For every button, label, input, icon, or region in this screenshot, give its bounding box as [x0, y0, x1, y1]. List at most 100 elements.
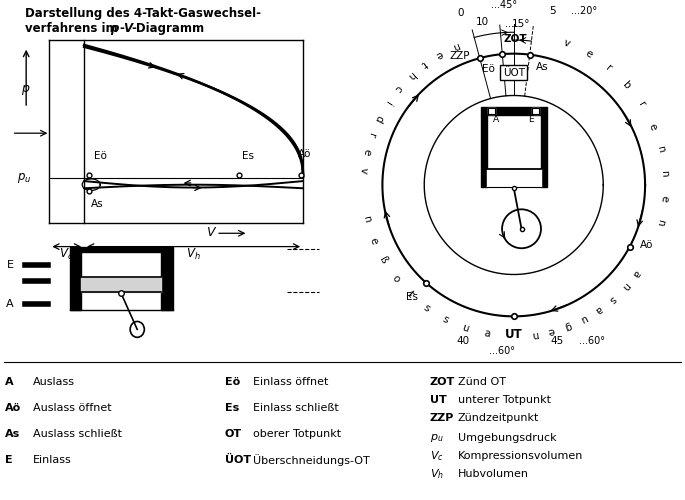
- Text: u: u: [461, 322, 471, 334]
- Text: $V_h$: $V_h$: [186, 246, 201, 262]
- Text: d: d: [373, 113, 384, 124]
- Text: $p$: $p$: [21, 83, 31, 97]
- Text: $V_c$: $V_c$: [59, 246, 74, 262]
- Text: As: As: [5, 429, 21, 439]
- Text: ...20°: ...20°: [571, 6, 597, 16]
- Text: e: e: [659, 195, 669, 202]
- Text: Überschneidungs-OT: Überschneidungs-OT: [253, 454, 370, 466]
- Text: e: e: [368, 236, 379, 246]
- Text: Es: Es: [242, 151, 254, 161]
- Text: 15°: 15°: [512, 20, 531, 30]
- Text: ...45°: ...45°: [491, 0, 517, 10]
- Text: e: e: [647, 122, 658, 132]
- Text: e: e: [584, 48, 594, 60]
- Text: ÜOT: ÜOT: [503, 68, 525, 78]
- Text: -: -: [119, 22, 125, 36]
- Text: Auslass: Auslass: [33, 377, 75, 387]
- Text: s: s: [441, 314, 450, 325]
- Text: Einlass öffnet: Einlass öffnet: [253, 377, 328, 387]
- Text: ZOT: ZOT: [430, 377, 456, 387]
- Text: o: o: [389, 272, 401, 284]
- Text: e: e: [434, 48, 445, 60]
- Text: ...: ...: [506, 20, 514, 30]
- Text: ÜOT: ÜOT: [225, 455, 251, 465]
- Text: 5: 5: [549, 6, 556, 16]
- Text: n: n: [362, 216, 373, 224]
- Text: A: A: [5, 377, 14, 387]
- Text: c: c: [393, 83, 403, 94]
- Text: E: E: [528, 116, 534, 124]
- Text: Darstellung des 4-Takt-Gaswechsel-: Darstellung des 4-Takt-Gaswechsel-: [25, 7, 260, 20]
- Text: v: v: [562, 38, 571, 50]
- Text: Eö: Eö: [225, 377, 240, 387]
- Text: Eö: Eö: [482, 64, 495, 74]
- Text: Aö: Aö: [640, 240, 653, 250]
- Text: ß: ß: [377, 255, 389, 266]
- Text: a: a: [593, 304, 604, 316]
- Text: r: r: [604, 63, 614, 74]
- Text: Einlass: Einlass: [33, 455, 72, 465]
- Text: n: n: [659, 170, 669, 177]
- Text: Es: Es: [406, 292, 418, 302]
- Text: n: n: [451, 40, 460, 52]
- Text: n: n: [655, 146, 666, 154]
- Text: Hubvolumen: Hubvolumen: [458, 469, 529, 479]
- Text: Umgebungsdruck: Umgebungsdruck: [458, 433, 557, 443]
- Text: r: r: [366, 131, 377, 138]
- Text: Eö: Eö: [94, 151, 107, 161]
- Text: $V_c$: $V_c$: [430, 449, 444, 463]
- Text: n: n: [654, 218, 665, 227]
- Text: i: i: [382, 98, 393, 106]
- Text: UT: UT: [430, 395, 447, 405]
- Text: E: E: [7, 260, 14, 270]
- Text: Es: Es: [225, 403, 239, 413]
- Text: s: s: [422, 302, 432, 314]
- Text: ...60°: ...60°: [489, 346, 515, 356]
- Text: ...60°: ...60°: [579, 336, 605, 346]
- Text: A: A: [493, 116, 499, 124]
- Text: unterer Totpunkt: unterer Totpunkt: [458, 395, 551, 405]
- Text: h: h: [405, 69, 416, 81]
- Text: OT: OT: [225, 429, 242, 439]
- Text: b: b: [621, 80, 633, 91]
- Text: Aö: Aö: [298, 150, 312, 160]
- Text: Zündzeitpunkt: Zündzeitpunkt: [458, 413, 539, 423]
- Text: s: s: [607, 294, 618, 304]
- Text: p: p: [110, 22, 119, 36]
- Text: A: A: [6, 299, 14, 309]
- Text: Auslass öffnet: Auslass öffnet: [33, 403, 112, 413]
- Text: n: n: [619, 281, 631, 292]
- Text: As: As: [536, 62, 548, 72]
- Text: 10: 10: [476, 18, 489, 28]
- Text: e: e: [361, 148, 372, 156]
- Text: t: t: [420, 58, 429, 69]
- Text: Auslass schließt: Auslass schließt: [33, 429, 122, 439]
- Text: Einlass schließt: Einlass schließt: [253, 403, 339, 413]
- Text: t: t: [405, 290, 415, 300]
- Text: 45: 45: [551, 336, 564, 346]
- Text: 0: 0: [457, 8, 464, 18]
- Text: $V_h$: $V_h$: [430, 467, 444, 481]
- Text: UT: UT: [505, 328, 523, 341]
- Text: As: As: [90, 199, 103, 209]
- Text: Kompressionsvolumen: Kompressionsvolumen: [458, 451, 584, 461]
- Text: ZZP: ZZP: [449, 51, 470, 61]
- Text: E: E: [5, 455, 12, 465]
- Text: Aö: Aö: [5, 403, 21, 413]
- Text: a: a: [630, 268, 642, 278]
- Text: -Diagramm: -Diagramm: [132, 22, 205, 36]
- Text: $V$: $V$: [206, 226, 218, 239]
- Text: u: u: [579, 312, 589, 324]
- Text: V: V: [123, 22, 132, 36]
- Text: oberer Totpunkt: oberer Totpunkt: [253, 429, 341, 439]
- Text: ZZP: ZZP: [430, 413, 454, 423]
- Text: 40: 40: [457, 336, 470, 346]
- Text: v: v: [358, 166, 369, 173]
- Text: n: n: [530, 329, 538, 340]
- Text: ZOT: ZOT: [504, 34, 527, 44]
- Text: a: a: [483, 328, 491, 339]
- Text: $p_u$: $p_u$: [16, 171, 31, 185]
- Text: verfahrens im: verfahrens im: [25, 22, 121, 36]
- Text: $p_u$: $p_u$: [430, 432, 444, 444]
- Text: e: e: [547, 326, 556, 336]
